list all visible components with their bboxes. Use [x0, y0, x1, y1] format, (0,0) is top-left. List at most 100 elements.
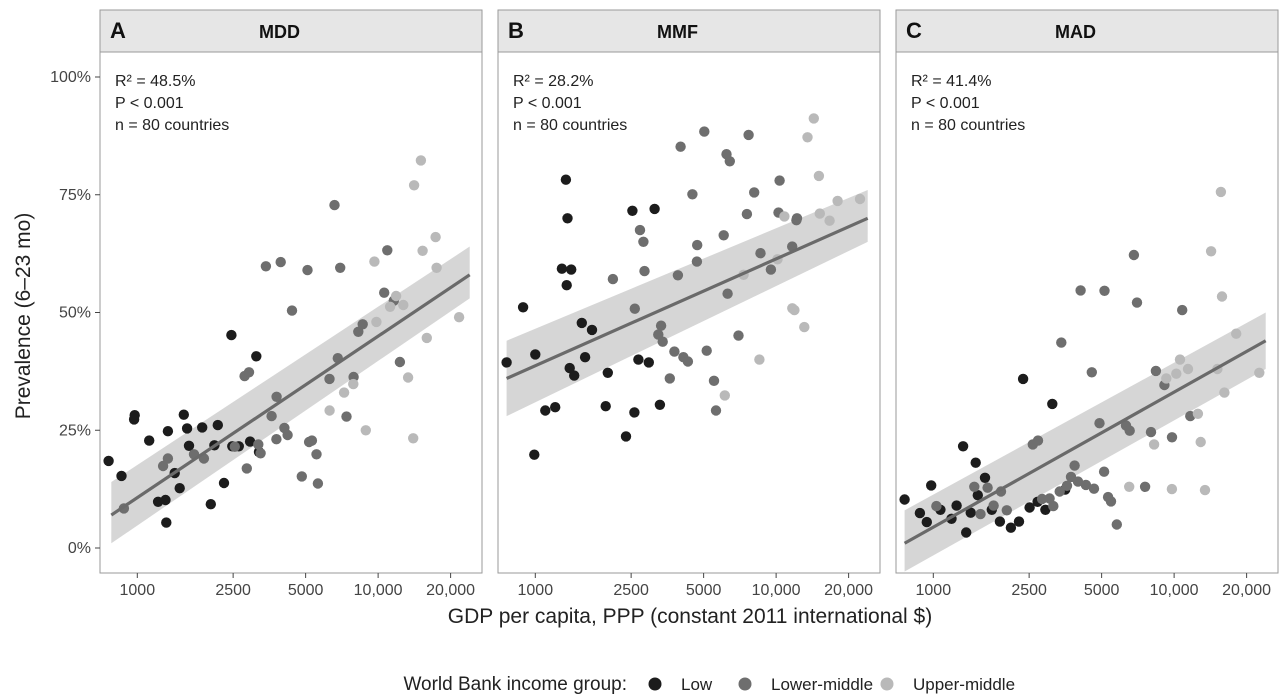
- point-low: [994, 516, 1006, 527]
- y-tick-label: 75%: [59, 187, 91, 204]
- point-low: [251, 351, 262, 362]
- point-lm: [1088, 483, 1100, 494]
- legend-items: Low Lower-middle Upper-middle: [648, 675, 1015, 694]
- point-um: [799, 321, 810, 333]
- point-um: [779, 211, 790, 222]
- point-lm: [311, 449, 322, 460]
- x-tick-label: 20,000: [1222, 582, 1271, 599]
- point-lm: [691, 256, 703, 267]
- point-lm: [241, 463, 252, 474]
- point-low: [244, 436, 256, 447]
- point-lm: [260, 261, 272, 272]
- point-um: [402, 372, 414, 383]
- point-lm: [1099, 285, 1110, 296]
- point-low: [161, 517, 172, 528]
- point-low: [633, 354, 644, 365]
- point-lm: [1001, 505, 1012, 516]
- x-tick-label: 2500: [215, 582, 251, 599]
- point-um: [1231, 328, 1242, 339]
- points: [899, 186, 1265, 538]
- point-low: [921, 516, 932, 528]
- legend-title: World Bank income group:: [403, 674, 627, 695]
- point-um: [808, 113, 819, 124]
- legend-item-low: Low: [648, 675, 713, 694]
- point-lm: [312, 478, 324, 489]
- panel-c: C MAD R² = 41.4% P < 0.001 n = 80 countries 1…: [895, 9, 1279, 599]
- point-low: [162, 426, 174, 437]
- point-um: [1254, 367, 1265, 378]
- point-lm: [271, 434, 282, 445]
- annotation-r2: R² = 41.4%: [911, 73, 991, 90]
- x-tick-label: 2500: [1011, 582, 1047, 599]
- point-lm: [722, 288, 733, 299]
- legend-label: Low: [681, 675, 713, 694]
- point-um: [360, 425, 371, 436]
- point-lm: [743, 129, 754, 141]
- point-um: [369, 256, 380, 267]
- point-um: [1219, 387, 1230, 398]
- point-low: [517, 302, 529, 313]
- point-low: [620, 431, 632, 442]
- point-lm: [306, 435, 318, 446]
- point-um: [1205, 246, 1217, 257]
- point-lm: [275, 256, 286, 268]
- point-um: [1199, 484, 1211, 496]
- point-low: [174, 483, 185, 494]
- point-um: [1171, 368, 1182, 379]
- point-lm: [1177, 304, 1188, 316]
- legend: World Bank income group: Low Lower-middle…: [403, 674, 1015, 695]
- point-low: [629, 407, 640, 418]
- point-lm: [682, 356, 694, 367]
- point-low: [556, 263, 568, 274]
- point-low: [586, 324, 598, 336]
- point-um: [348, 378, 359, 390]
- point-lm: [969, 481, 980, 492]
- point-lm: [699, 126, 710, 137]
- point-low: [1024, 502, 1035, 513]
- point-lm: [243, 367, 255, 378]
- panel-a: A MDD R² = 48.5% P < 0.001 n = 80 countries 0…: [50, 9, 483, 599]
- point-lm: [1150, 365, 1162, 377]
- point-lm: [1094, 418, 1105, 429]
- point-low: [562, 213, 573, 224]
- point-lm: [1032, 435, 1044, 446]
- point-um: [431, 262, 442, 273]
- point-lm: [664, 373, 675, 384]
- x-tick-label: 1000: [518, 582, 554, 599]
- point-lm: [1145, 426, 1157, 438]
- point-low: [129, 410, 140, 421]
- point-low: [914, 507, 926, 519]
- point-low: [1005, 522, 1017, 533]
- point-lm: [672, 270, 684, 281]
- point-lm: [1036, 493, 1048, 505]
- point-low: [957, 441, 969, 452]
- point-um: [421, 332, 432, 344]
- x-tick-label: 10,000: [752, 582, 801, 599]
- point-low: [600, 401, 611, 412]
- point-lm: [657, 336, 668, 347]
- point-low: [579, 352, 591, 363]
- x-tick-label: 5000: [686, 582, 722, 599]
- point-low: [218, 477, 230, 489]
- point-lm: [774, 175, 785, 186]
- x-tick-label: 20,000: [426, 582, 475, 599]
- point-lm: [931, 500, 942, 512]
- point-um: [408, 433, 419, 444]
- point-lm: [1072, 476, 1084, 487]
- y-tick-label: 25%: [59, 422, 91, 439]
- x-tick-label: 5000: [288, 582, 324, 599]
- point-low: [103, 455, 114, 467]
- y-axis-title: Prevalence (6–23 mo): [12, 213, 35, 420]
- point-low: [226, 329, 237, 341]
- legend-swatch: [648, 677, 662, 691]
- point-um: [814, 208, 825, 219]
- point-lm: [282, 429, 293, 441]
- point-low: [529, 449, 540, 460]
- point-low: [560, 174, 572, 185]
- point-lm: [675, 141, 686, 152]
- point-low: [965, 507, 976, 518]
- annotation-n: n = 80 countries: [513, 117, 627, 134]
- point-lm: [1080, 479, 1092, 491]
- point-lm: [1075, 285, 1086, 296]
- point-low: [627, 205, 638, 216]
